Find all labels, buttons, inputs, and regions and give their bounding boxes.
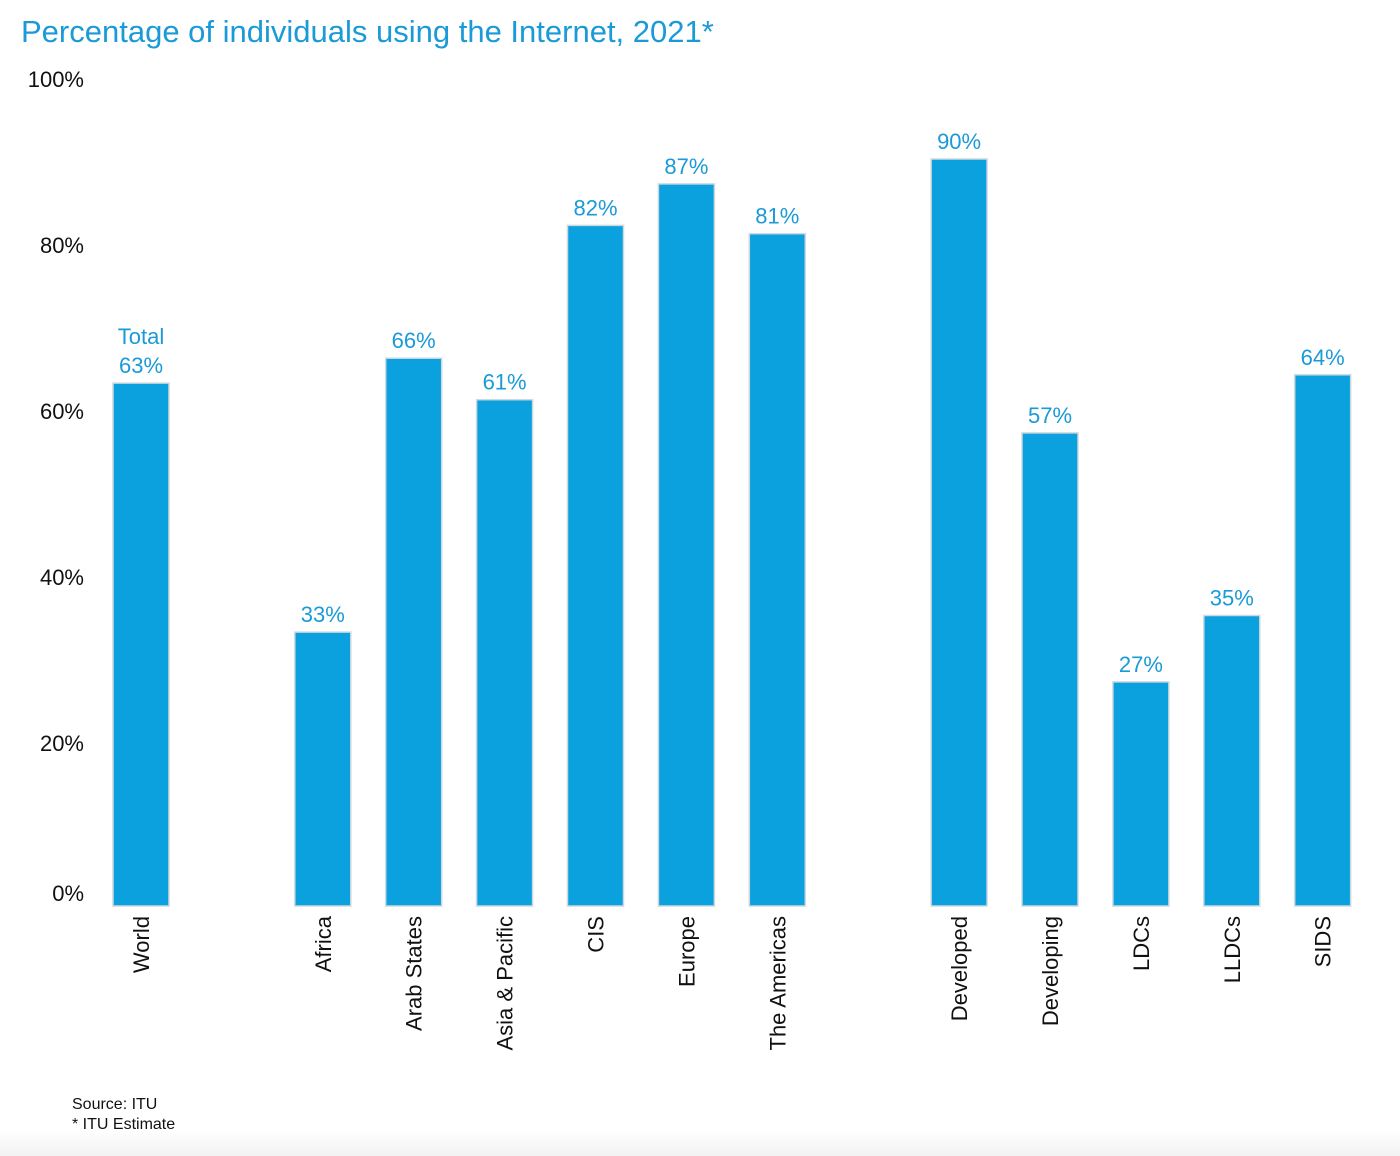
y-tick-label: 20%: [40, 731, 84, 756]
data-label: 63%: [119, 353, 163, 378]
x-tick-label: SIDS: [1311, 916, 1336, 967]
bar-ldcs: [1112, 681, 1170, 907]
x-tick-label: CIS: [584, 916, 609, 953]
data-label: 81%: [755, 204, 799, 229]
data-label: 27%: [1119, 652, 1163, 677]
x-tick-label: Developed: [947, 916, 972, 1021]
x-tick-label: Arab States: [402, 916, 427, 1031]
bar-africa: [294, 631, 352, 907]
bar-europe: [657, 183, 716, 907]
bar-world: [112, 382, 170, 907]
bar-sids: [1293, 374, 1352, 907]
x-tick-label: Asia & Pacific: [493, 916, 518, 1051]
estimate-note: * ITU Estimate: [72, 1116, 176, 1133]
bar-chart: 0% 20% 40% 60% 80% 100% 63% Total World 33% Africa…: [28, 67, 1352, 1051]
bar-developing: [1021, 432, 1079, 907]
source-note: Source: ITU: [72, 1096, 158, 1113]
bar-arab-states: [384, 357, 443, 907]
bar-lldcs: [1203, 614, 1261, 907]
y-tick-label: 60%: [40, 399, 84, 424]
x-tick-label: LDCs: [1129, 916, 1154, 971]
data-label: 64%: [1301, 345, 1345, 370]
x-tick-label: World: [129, 916, 154, 973]
y-tick-label: 40%: [40, 565, 84, 590]
x-tick-label: Developing: [1038, 916, 1063, 1026]
bottom-edge: [0, 1130, 1400, 1156]
data-label: 61%: [483, 370, 527, 395]
x-tick-label: Europe: [674, 916, 699, 987]
y-tick-label: 100%: [28, 67, 84, 92]
data-label: 57%: [1028, 403, 1072, 428]
bar-asia-pacific: [475, 398, 534, 907]
x-tick-label: LLDCs: [1220, 916, 1245, 983]
data-label: 66%: [392, 328, 436, 353]
bar-developed: [930, 158, 988, 907]
y-tick-label: 0%: [52, 881, 84, 906]
annotation-label: Total: [118, 324, 164, 349]
x-tick-label: The Americas: [765, 916, 790, 1051]
bar-the-americas: [748, 232, 807, 907]
data-label: 35%: [1210, 586, 1254, 611]
data-label: 87%: [664, 154, 708, 179]
x-tick-label: Africa: [311, 915, 336, 972]
chart-title: Percentage of individuals using the Inte…: [21, 14, 714, 49]
bar-cis: [566, 224, 625, 907]
data-label: 90%: [937, 129, 981, 154]
data-label: 33%: [301, 602, 345, 627]
data-label: 82%: [573, 195, 617, 220]
y-tick-label: 80%: [40, 233, 84, 258]
